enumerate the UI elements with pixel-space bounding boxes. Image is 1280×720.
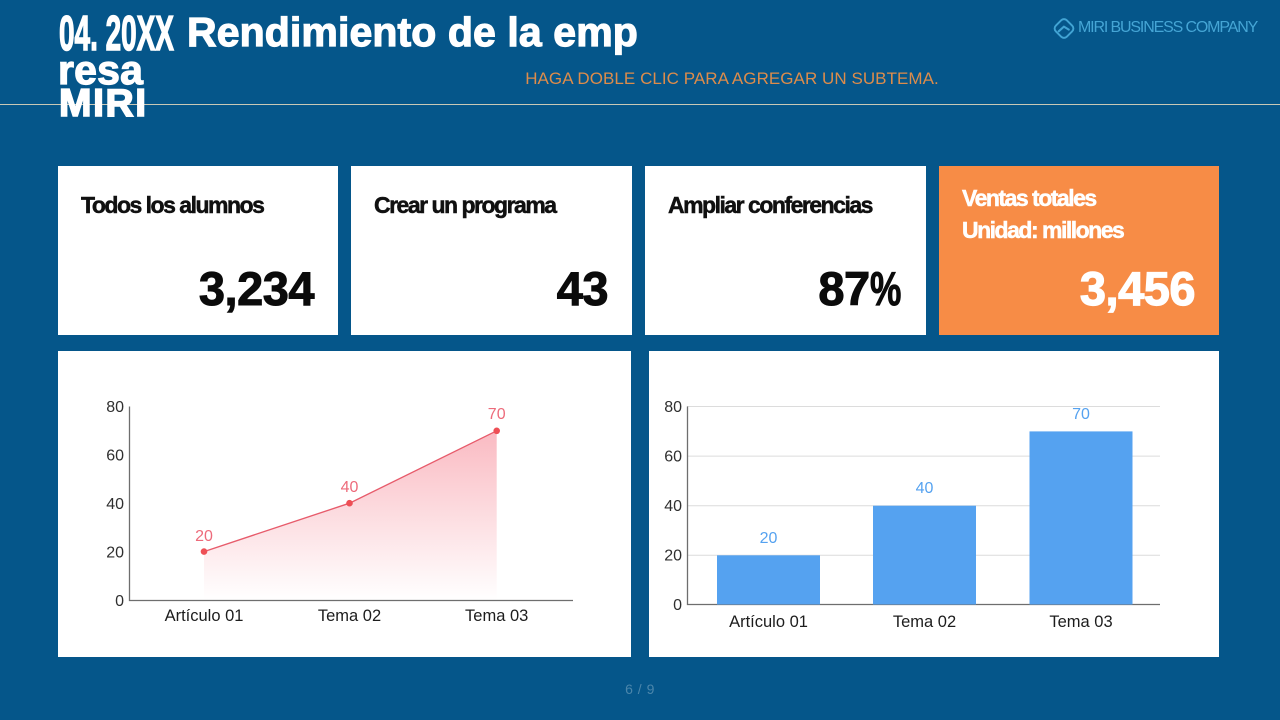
svg-text:40: 40 [916,480,934,497]
svg-text:20: 20 [195,528,213,545]
svg-text:0: 0 [115,593,124,610]
svg-text:Artículo 01: Artículo 01 [729,613,808,631]
svg-text:60: 60 [664,449,682,466]
svg-text:70: 70 [1072,406,1090,423]
svg-text:80: 80 [106,399,124,416]
svg-text:40: 40 [341,479,359,496]
svg-text:Tema 02: Tema 02 [318,607,381,625]
svg-text:60: 60 [106,448,124,465]
svg-text:40: 40 [106,496,124,513]
svg-text:Tema 03: Tema 03 [1049,613,1112,631]
svg-text:Artículo 01: Artículo 01 [165,607,244,625]
svg-text:20: 20 [760,530,778,547]
svg-text:80: 80 [664,399,682,416]
svg-text:Tema 03: Tema 03 [465,607,528,625]
svg-text:0: 0 [673,597,682,614]
svg-text:20: 20 [664,548,682,565]
svg-text:70: 70 [488,406,506,423]
svg-text:Tema 02: Tema 02 [893,613,956,631]
svg-text:20: 20 [106,545,124,562]
svg-text:40: 40 [664,498,682,515]
